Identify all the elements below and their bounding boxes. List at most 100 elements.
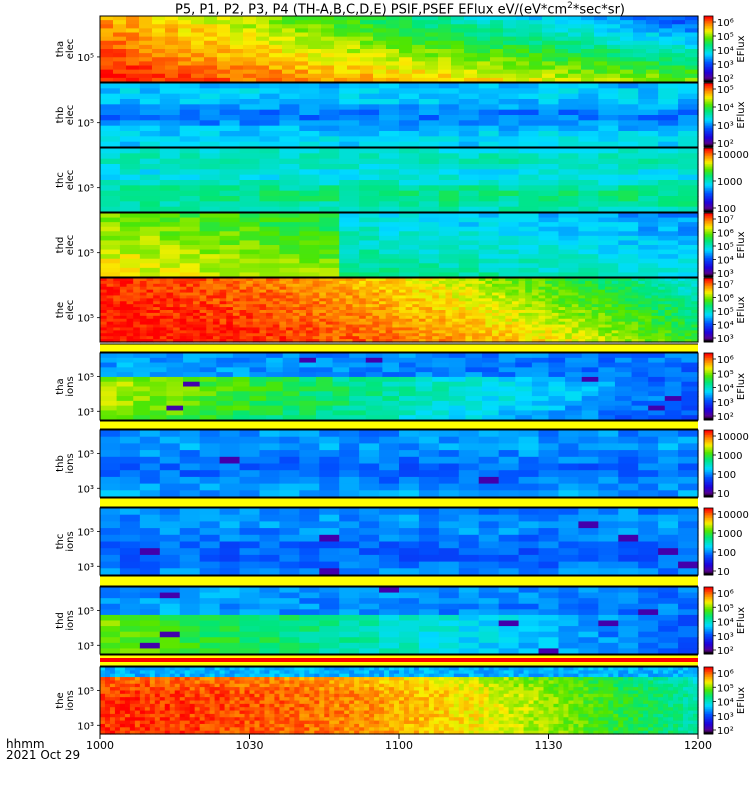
heatmap-cell <box>611 318 619 323</box>
heatmap-cell <box>259 174 280 181</box>
heatmap-cell <box>418 240 440 246</box>
colorbar-step <box>704 142 713 145</box>
colorbar-step <box>704 176 713 179</box>
heatmap-cell <box>548 386 566 392</box>
heatmap-cell <box>217 53 231 58</box>
heatmap-cell <box>399 40 413 46</box>
heatmap-cell <box>498 362 516 368</box>
heatmap-cell <box>658 336 666 340</box>
heatmap-cell <box>113 318 121 323</box>
heatmap-cell <box>282 362 300 368</box>
heatmap-cell <box>458 180 480 186</box>
heatmap-cell <box>252 295 261 299</box>
heatmap-cell <box>286 278 294 282</box>
heatmap-cell <box>578 330 586 334</box>
heatmap-cell <box>638 153 659 160</box>
heatmap-cell <box>219 169 241 176</box>
heatmap-cell <box>113 339 121 343</box>
heatmap-cell <box>299 295 307 299</box>
heatmap-cell <box>598 318 606 323</box>
heatmap-cell <box>618 164 639 170</box>
y-label-probe: tha <box>55 378 66 394</box>
heatmap-cell <box>382 400 400 407</box>
heatmap-cell <box>438 36 452 42</box>
heatmap-cell <box>199 283 207 288</box>
heatmap-cell <box>438 245 460 251</box>
heatmap-cell <box>113 69 127 75</box>
heatmap-cell <box>558 153 579 160</box>
heatmap-cell <box>116 367 134 373</box>
heatmap-cell <box>216 353 234 359</box>
heatmap-cell <box>405 327 413 331</box>
heatmap-cell <box>598 456 619 465</box>
heatmap-cell <box>498 289 506 294</box>
heatmap-cell <box>139 286 148 291</box>
heatmap-cell <box>399 436 420 444</box>
heatmap-cell <box>498 367 516 373</box>
heatmap-cell <box>558 280 566 285</box>
heatmap-cell <box>578 304 586 308</box>
heatmap-cell <box>299 93 320 100</box>
heatmap-cell <box>339 174 360 181</box>
heatmap-cell <box>319 483 340 491</box>
heatmap-cell <box>611 298 619 302</box>
heatmap-cell <box>399 93 420 100</box>
heatmap-cell <box>658 258 679 264</box>
heatmap-cell <box>386 73 400 79</box>
heatmap-cell <box>438 476 460 485</box>
heatmap-cell <box>199 330 207 334</box>
heatmap-cell <box>678 196 699 202</box>
heatmap-cell <box>133 318 141 323</box>
heatmap-cell <box>578 190 599 197</box>
heatmap-cell <box>179 321 187 326</box>
heatmap-cell <box>119 450 141 458</box>
heatmap-cell <box>578 318 586 323</box>
heatmap-cell <box>319 131 340 137</box>
heatmap-cell <box>531 310 540 314</box>
heatmap-cell <box>664 321 673 326</box>
heatmap-cell <box>325 327 334 331</box>
heatmap-cell <box>465 376 483 383</box>
heatmap-cell <box>492 324 500 329</box>
heatmap-cell <box>658 476 679 485</box>
heatmap-cell <box>598 298 606 302</box>
heatmap-cell <box>206 292 214 297</box>
colorbar-label: EFlux <box>736 231 747 258</box>
heatmap-cell <box>465 321 473 326</box>
heatmap-cell <box>445 330 453 334</box>
heatmap-cell <box>538 483 560 491</box>
heatmap-cell <box>412 61 426 67</box>
heatmap-cell <box>332 304 340 308</box>
heatmap-cell <box>458 235 480 242</box>
heatmap-cell <box>119 327 128 331</box>
heatmap-cell <box>485 327 493 331</box>
heatmap-cell <box>133 283 141 288</box>
heatmap-cell <box>204 57 218 62</box>
heatmap-cell <box>438 69 452 75</box>
heatmap-cell <box>219 315 227 320</box>
heatmap-cell <box>146 286 154 291</box>
heatmap-cell <box>518 125 540 132</box>
heatmap-cell <box>399 28 413 34</box>
heatmap-cell <box>159 310 168 314</box>
heatmap-cell <box>658 295 666 299</box>
heatmap-cell <box>465 292 473 297</box>
heatmap-cell <box>648 396 666 402</box>
heatmap-cell <box>379 93 400 100</box>
heatmap-cell <box>119 315 128 320</box>
heatmap-cell <box>266 381 284 388</box>
heatmap-cell <box>578 295 586 299</box>
heatmap-cell <box>299 476 320 485</box>
heatmap-cell <box>538 109 560 116</box>
colorbar-frame <box>703 147 714 213</box>
heatmap-cell <box>651 310 659 314</box>
heatmap-cell <box>664 289 673 294</box>
heatmap-cell <box>319 430 340 438</box>
heatmap-cell <box>452 333 460 337</box>
heatmap-cell <box>399 136 420 143</box>
heatmap-cell <box>465 333 473 337</box>
heatmap-cell <box>477 49 491 54</box>
heatmap-cell <box>217 57 231 62</box>
heatmap-cell <box>399 396 417 402</box>
heatmap-cell <box>379 131 400 137</box>
